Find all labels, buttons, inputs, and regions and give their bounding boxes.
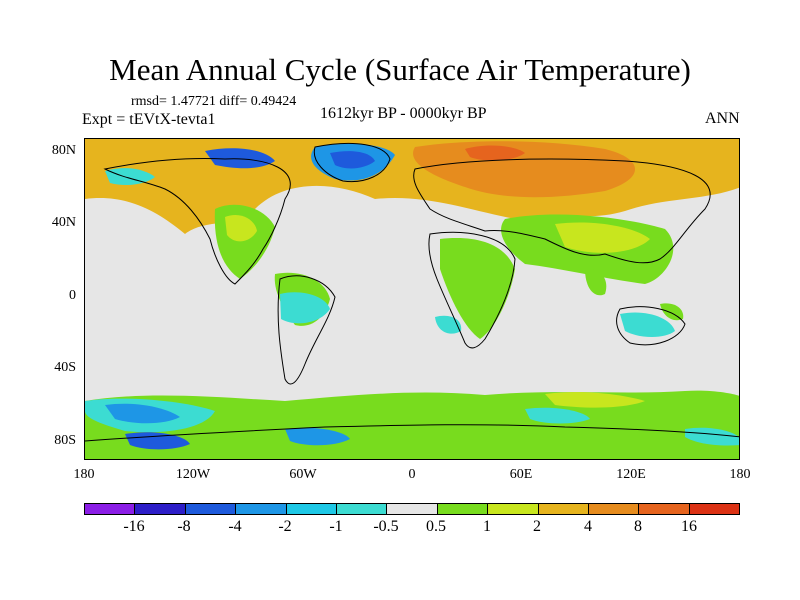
lat-label-80s: 80S bbox=[54, 433, 76, 448]
colorbar-label: -0.5 bbox=[373, 518, 399, 535]
colorbar-swatch bbox=[336, 504, 388, 514]
contour-na-yellow bbox=[225, 214, 257, 242]
colorbar-swatch bbox=[236, 504, 287, 514]
colorbar-swatch bbox=[689, 504, 740, 514]
contour-na-green bbox=[214, 204, 275, 279]
contour-map bbox=[85, 139, 739, 459]
contour-aus-cyan bbox=[620, 312, 675, 337]
lat-label-0: 0 bbox=[69, 288, 76, 303]
colorbar-swatch bbox=[387, 504, 438, 514]
contour-ant-cyan-east bbox=[525, 407, 590, 424]
colorbar-label: -1 bbox=[329, 518, 343, 535]
contour-south-yellow bbox=[545, 392, 645, 408]
colorbar-label: -4 bbox=[228, 518, 242, 535]
lon-label-120w: 120W bbox=[175, 467, 211, 482]
lon-label-180e: 180 bbox=[729, 467, 751, 482]
colorbar-label: 1 bbox=[483, 518, 491, 535]
colorbar-label: 4 bbox=[584, 518, 592, 535]
contour-alaska-cold bbox=[105, 168, 155, 185]
contour-africa-green bbox=[440, 238, 515, 339]
contour-ant-cyan-center bbox=[285, 427, 350, 446]
lon-label-120e: 120E bbox=[616, 467, 646, 482]
colorbar-swatch bbox=[538, 504, 589, 514]
contour-india-green bbox=[585, 268, 607, 296]
season-label: ANN bbox=[705, 110, 740, 127]
colorbar-swatch bbox=[85, 504, 136, 514]
contour-sa-cyan bbox=[280, 292, 330, 324]
colorbar-label: 16 bbox=[681, 518, 697, 535]
colorbar-swatch bbox=[588, 504, 640, 514]
map-panel bbox=[84, 138, 740, 460]
contour-canada-cold bbox=[205, 148, 275, 169]
contour-ant-deep-west bbox=[125, 432, 190, 450]
coast-antarctica bbox=[85, 424, 739, 442]
coast-eurasia bbox=[413, 158, 711, 264]
lon-label-0: 0 bbox=[408, 467, 416, 482]
colorbar-swatch bbox=[488, 504, 539, 514]
coastlines bbox=[85, 142, 739, 442]
coast-north-america bbox=[103, 157, 291, 285]
colorbar-label: 8 bbox=[634, 518, 642, 535]
colorbar-swatch bbox=[639, 504, 690, 514]
coast-africa bbox=[428, 231, 516, 349]
lat-label-40s: 40S bbox=[54, 360, 76, 375]
colorbar-label: -16 bbox=[123, 518, 145, 535]
colorbar-swatch bbox=[185, 504, 237, 514]
stats-text: rmsd= 1.47721 diff= 0.49424 bbox=[131, 94, 297, 109]
colorbar-label: 2 bbox=[533, 518, 541, 535]
experiment-label: Expt = tEVtX-tevta1 bbox=[82, 111, 216, 128]
contour-greenland-deep bbox=[330, 151, 375, 169]
lat-label-80n: 80N bbox=[51, 143, 76, 158]
colorbar-label: -2 bbox=[278, 518, 292, 535]
period-label: 1612kyr BP - 0000kyr BP bbox=[320, 105, 487, 122]
lon-label-60w: 60W bbox=[289, 467, 317, 482]
lon-label-60e: 60E bbox=[509, 467, 533, 482]
colorbar-label: 0.5 bbox=[426, 518, 446, 535]
map-title: Mean Annual Cycle (Surface Air Temperatu… bbox=[109, 52, 691, 87]
lat-label-40n: 40N bbox=[51, 215, 76, 230]
contour-asia-yellow bbox=[555, 222, 650, 253]
contour-ant-blue-west bbox=[105, 403, 180, 424]
colorbar-swatch bbox=[437, 504, 489, 514]
contour-siberia-strong bbox=[413, 141, 635, 198]
contour-arctic-hot bbox=[465, 145, 525, 161]
colorbar-label: -8 bbox=[177, 518, 191, 535]
contour-ant-cyan-far-east bbox=[685, 427, 739, 446]
coast-south-america bbox=[277, 275, 336, 385]
coast-greenland bbox=[313, 142, 391, 183]
coast-australia bbox=[616, 306, 686, 346]
colorbar-swatch bbox=[135, 504, 186, 514]
colorbar-swatch bbox=[286, 504, 337, 514]
lon-label-180w: 180 bbox=[73, 467, 95, 482]
contour-north-warm-band bbox=[85, 139, 739, 234]
colorbar bbox=[84, 503, 740, 515]
